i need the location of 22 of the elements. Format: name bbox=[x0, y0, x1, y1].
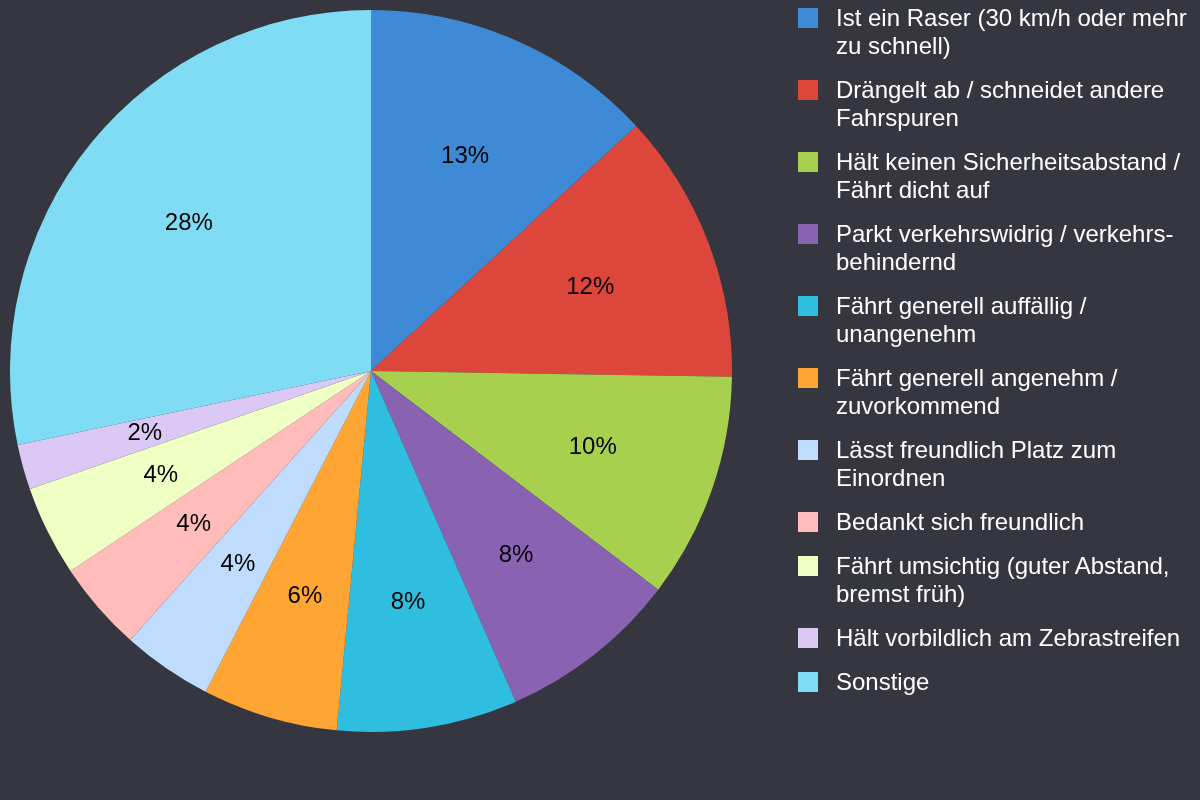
data-label: 8% bbox=[498, 540, 534, 568]
legend-label: Lässt freundlich Platz zum Einordnen bbox=[836, 436, 1118, 492]
data-label: 4% bbox=[220, 548, 256, 576]
legend-label: Hält vorbildlich am Zebrastreifen bbox=[836, 624, 1181, 652]
legend-label: Parkt verkehrswidrig / verkehrs-behindernd bbox=[836, 220, 1175, 276]
data-label: 13% bbox=[441, 140, 490, 168]
legend-label: Drängelt ab / schneidet andere Fahrspuren bbox=[836, 76, 1166, 132]
data-label: 2% bbox=[127, 418, 163, 446]
data-label: 12% bbox=[566, 271, 615, 299]
legend-label: Fährt generell auffällig / unangenehm bbox=[836, 292, 1088, 348]
legend-label: Sonstige bbox=[836, 668, 930, 696]
legend-label: Ist ein Raser (30 km/h oder mehr zu schnell) bbox=[836, 4, 1188, 60]
legend-label: Fährt umsichtig (guter Abstand, bremst früh) bbox=[836, 552, 1171, 608]
data-label: 4% bbox=[143, 459, 179, 487]
data-label: 6% bbox=[287, 580, 323, 608]
data-label: 10% bbox=[568, 432, 617, 460]
legend-label: Fährt generell angenehm / zuvorkommend bbox=[836, 364, 1119, 420]
data-label: 8% bbox=[390, 587, 426, 615]
data-label: 28% bbox=[164, 207, 213, 235]
legend-label: Bedankt sich freundlich bbox=[836, 508, 1085, 536]
data-label: 4% bbox=[176, 509, 212, 537]
legend-label: Hält keinen Sicherheitsabstand / Fährt dicht auf bbox=[836, 148, 1182, 204]
